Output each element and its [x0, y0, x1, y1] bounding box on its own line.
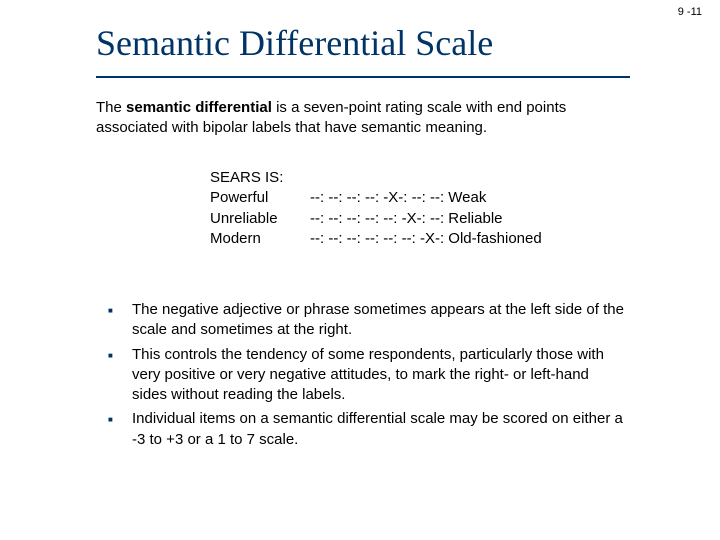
- bullet-text: Individual items on a semantic different…: [132, 409, 628, 450]
- bullet-square-icon: ■: [108, 345, 132, 362]
- list-item: ■ The negative adjective or phrase somet…: [108, 300, 628, 341]
- intro-prefix: The: [96, 99, 126, 116]
- page-title: Semantic Differential Scale: [96, 22, 493, 64]
- bullet-square-icon: ■: [108, 409, 132, 426]
- scale-marks: --: --: --: --: -X-: --: --:: [310, 189, 444, 206]
- example-right-label: Reliable: [448, 210, 502, 227]
- bullet-square-icon: ■: [108, 300, 132, 317]
- scale-marks: --: --: --: --: --: --: -X-:: [310, 230, 444, 247]
- intro-bold-term: semantic differential: [126, 99, 272, 116]
- bullet-list: ■ The negative adjective or phrase somet…: [108, 300, 628, 454]
- list-item: ■ Individual items on a semantic differe…: [108, 409, 628, 450]
- example-header: SEARS IS:: [210, 168, 542, 188]
- example-scale: --: --: --: --: --: --: -X-: Old-fashion…: [310, 229, 542, 249]
- example-row: Powerful --: --: --: --: -X-: --: --: We…: [210, 188, 542, 208]
- example-row: Modern --: --: --: --: --: --: -X-: Old-…: [210, 229, 542, 249]
- list-item: ■ This controls the tendency of some res…: [108, 345, 628, 406]
- intro-paragraph: The semantic differential is a seven-poi…: [96, 98, 630, 139]
- example-right-label: Old-fashioned: [448, 230, 541, 247]
- page-number: 9 -11: [678, 6, 702, 18]
- example-block: SEARS IS: Powerful --: --: --: --: -X-: …: [210, 168, 542, 249]
- bullet-text: The negative adjective or phrase sometim…: [132, 300, 628, 341]
- example-left-label: Powerful: [210, 188, 310, 208]
- example-left-label: Modern: [210, 229, 310, 249]
- title-underline: [96, 76, 630, 78]
- example-right-label: Weak: [448, 189, 486, 206]
- scale-marks: --: --: --: --: --: -X-: --:: [310, 210, 444, 227]
- example-row: Unreliable --: --: --: --: --: -X-: --: …: [210, 209, 542, 229]
- example-scale: --: --: --: --: -X-: --: --: Weak: [310, 188, 486, 208]
- example-left-label: Unreliable: [210, 209, 310, 229]
- example-scale: --: --: --: --: --: -X-: --: Reliable: [310, 209, 503, 229]
- bullet-text: This controls the tendency of some respo…: [132, 345, 628, 406]
